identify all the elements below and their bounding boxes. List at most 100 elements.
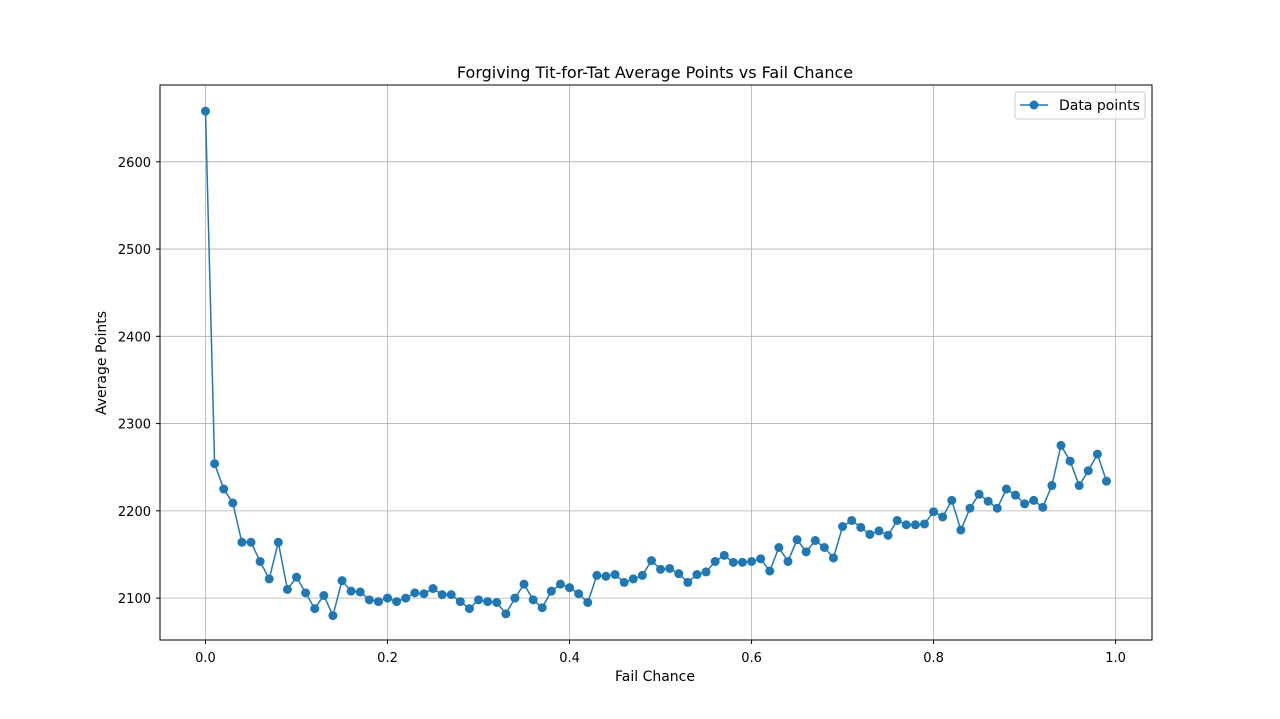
data-point (628, 574, 638, 584)
data-point (728, 557, 738, 567)
data-point (710, 556, 720, 566)
y-axis-label: Average Points (94, 311, 110, 415)
data-point (228, 498, 238, 508)
y-tick-label: 2100 (118, 592, 151, 607)
data-point (965, 503, 975, 513)
data-point (819, 543, 829, 552)
data-point (719, 550, 729, 560)
axis-ticks: 0.0 0.2 0.4 0.6 0.8 1.0 2100 2200 2300 2400 2500 26… (118, 156, 1126, 666)
data-point (847, 515, 857, 525)
data-point (1020, 499, 1030, 509)
data-point (282, 584, 292, 594)
data-point (328, 611, 338, 621)
x-tick-label: 1.0 (1105, 651, 1126, 666)
y-tick-label: 2200 (118, 505, 151, 520)
legend-marker-swatch (1029, 100, 1039, 110)
data-point (974, 489, 984, 499)
legend-box (1014, 91, 1146, 120)
data-point (737, 557, 747, 567)
data-point (319, 590, 329, 600)
data-point (337, 576, 347, 586)
x-tick-label: 0.6 (741, 651, 762, 666)
data-point (1001, 484, 1011, 494)
data-point (1065, 456, 1075, 466)
data-point (446, 590, 456, 600)
data-point (783, 556, 793, 566)
data-point (1101, 476, 1111, 486)
data-point (938, 512, 948, 522)
data-point (201, 106, 211, 116)
y-tick-label: 2500 (118, 243, 151, 258)
data-point (292, 572, 302, 582)
data-point (383, 593, 393, 603)
data-point (364, 595, 374, 605)
data-point (546, 586, 556, 596)
data-point (574, 589, 584, 599)
data-point (901, 520, 911, 530)
data-point (237, 537, 247, 547)
data-point (273, 537, 283, 547)
data-point (410, 588, 420, 598)
data-point (419, 589, 429, 599)
x-tick-label: 0.4 (559, 651, 580, 666)
data-point (692, 570, 702, 580)
series-layer (201, 106, 1111, 621)
data-point (1083, 466, 1093, 476)
legend-label: Data points (1059, 98, 1140, 114)
data-point (874, 526, 884, 536)
data-point (219, 484, 229, 494)
data-point (683, 577, 693, 587)
y-tick-label: 2300 (118, 418, 151, 433)
data-point (656, 564, 666, 574)
data-point (373, 597, 383, 607)
data-point (1010, 490, 1020, 500)
data-point (665, 563, 675, 573)
data-point (519, 579, 529, 589)
data-point (246, 537, 256, 547)
data-point (610, 570, 620, 580)
data-point (510, 593, 520, 603)
data-point (992, 503, 1002, 513)
data-point (264, 574, 274, 584)
data-point (592, 570, 602, 580)
data-point (674, 569, 684, 579)
data-point (810, 536, 820, 546)
data-point (883, 530, 893, 540)
data-point (355, 587, 365, 597)
x-tick-label: 0.8 (923, 651, 944, 666)
data-point (583, 597, 593, 607)
data-point (919, 519, 929, 529)
data-point (747, 556, 757, 566)
data-point (983, 496, 993, 506)
data-point (1038, 502, 1048, 512)
data-point (346, 586, 356, 596)
data-point (437, 590, 447, 600)
data-point (956, 525, 966, 535)
data-point (828, 553, 838, 563)
data-point (255, 556, 265, 566)
data-point (1047, 481, 1057, 491)
data-point (301, 588, 311, 598)
y-tick-label: 2400 (118, 330, 151, 345)
data-point (528, 595, 538, 605)
series-line (204, 111, 1108, 618)
data-point (910, 520, 920, 530)
data-point (1074, 481, 1084, 491)
data-point (392, 597, 402, 607)
data-point (455, 597, 465, 607)
data-point (856, 522, 866, 532)
data-point (464, 604, 474, 614)
data-point (646, 556, 656, 566)
x-tick-label: 0.2 (377, 651, 398, 666)
chart-title: Forgiving Tit-for-Tat Average Points vs … (457, 63, 853, 82)
data-point (792, 535, 802, 545)
data-point (774, 543, 784, 552)
data-point (1056, 440, 1066, 450)
data-point (565, 583, 575, 593)
data-point (1029, 495, 1039, 505)
data-point (1092, 449, 1102, 459)
x-axis-label: Fail Chance (615, 669, 695, 685)
data-point (637, 570, 647, 580)
